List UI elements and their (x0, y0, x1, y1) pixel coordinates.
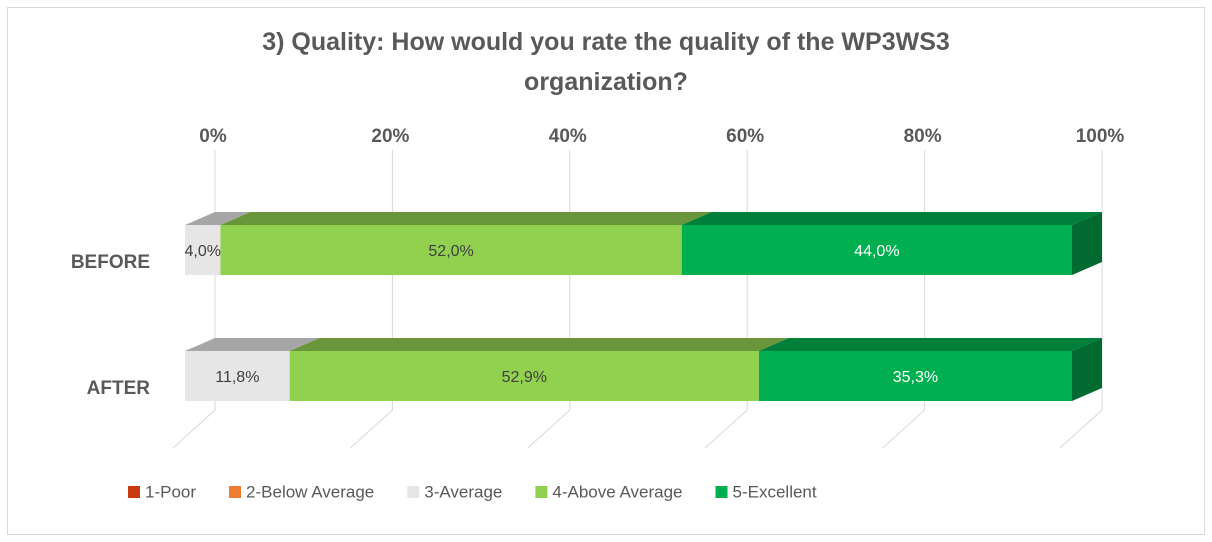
legend-swatch (229, 486, 242, 498)
legend-label: 4-Above Average (552, 482, 682, 501)
floor-grid-line (1059, 409, 1103, 449)
y-tick-label: AFTER (87, 378, 151, 399)
bar-side (1072, 212, 1102, 275)
legend-label: 2-Below Average (246, 482, 374, 501)
y-tick-label: BEFORE (71, 252, 150, 273)
x-tick-label: 40% (549, 126, 587, 147)
floor-grid-line (704, 409, 748, 449)
bar-top (185, 338, 320, 351)
legend-label: 5-Excellent (733, 482, 817, 501)
data-label: 52,0% (428, 243, 473, 260)
x-tick-label: 80% (904, 126, 942, 147)
legend-label: 1-Poor (145, 482, 196, 501)
data-label: 35,3% (893, 369, 938, 386)
floor-grid-line (350, 409, 393, 449)
bar (220, 225, 682, 275)
data-label: 52,9% (502, 369, 547, 386)
x-tick-label: 60% (726, 126, 764, 147)
legend-label: 3-Average (424, 482, 502, 501)
bar (681, 225, 1072, 275)
bar (289, 351, 759, 401)
bar (185, 351, 290, 401)
bar-top (758, 338, 1102, 351)
floor-grid-line (882, 409, 925, 449)
data-label: 11,8% (215, 369, 259, 386)
legend-swatch (535, 486, 548, 498)
bar-side (1072, 338, 1102, 401)
x-tick-label: 100% (1076, 126, 1125, 147)
data-label: 44,0% (854, 243, 899, 260)
bar (758, 351, 1072, 401)
floor-grid-line (527, 409, 571, 449)
data-label: 4,0% (185, 243, 221, 260)
bar-top (185, 212, 251, 225)
bar-top (681, 212, 1102, 225)
bar-top (220, 212, 712, 225)
bar-top (289, 338, 789, 351)
chart-title: 3) Quality: How would you rate the quali… (262, 28, 950, 96)
legend-swatch (715, 486, 728, 498)
x-tick-label: 0% (199, 126, 227, 147)
legend-swatch (128, 486, 140, 498)
x-tick-label: 20% (371, 126, 409, 147)
floor-grid-line (172, 409, 216, 449)
bar (185, 225, 221, 275)
legend-swatch (407, 486, 420, 498)
